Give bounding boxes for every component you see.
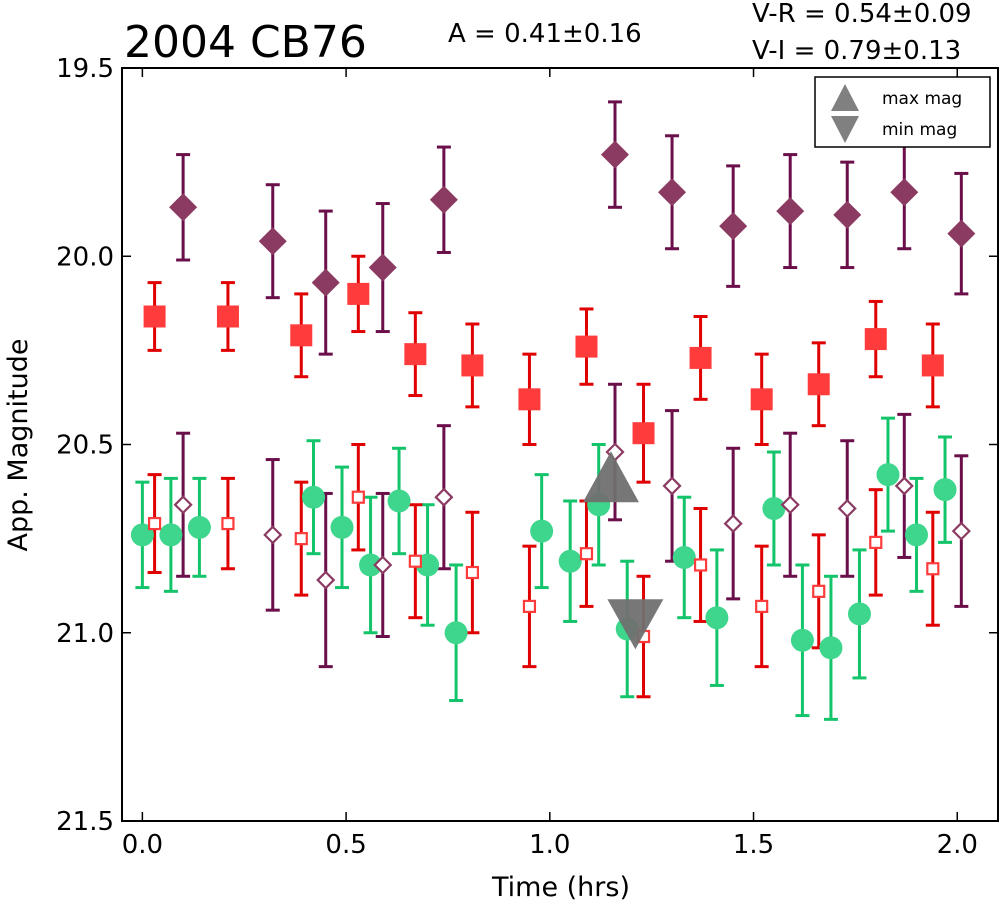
- filled-square-point: [216, 305, 239, 328]
- open-diamond-point: [723, 514, 743, 534]
- filled-diamond-point: [258, 227, 287, 256]
- filled-square-point: [689, 346, 712, 369]
- legend-max-mag-label: max mag: [882, 89, 962, 109]
- open-square-point: [465, 565, 479, 580]
- filled-square-point: [461, 354, 484, 377]
- chart-title: 2004 CB76: [124, 17, 367, 68]
- y-tick-label: 20.5: [56, 431, 114, 461]
- filled-diamond-point: [947, 219, 976, 248]
- circle-point: [444, 621, 468, 645]
- circle-point: [705, 606, 729, 630]
- x-tick-label: 0.0: [122, 830, 163, 860]
- filled-square-point: [807, 373, 830, 396]
- circle-point: [387, 489, 411, 513]
- circle-point: [187, 515, 211, 539]
- open-square-point: [294, 532, 308, 546]
- tick-layer: 0.0 0.5 1.0 1.5 2.0 19.5 20.0 20.5 21.0 21.5: [56, 54, 998, 860]
- circle-point: [819, 636, 843, 660]
- open-diamond-point: [894, 476, 914, 496]
- y-axis-label: App. Magnitude: [3, 339, 34, 552]
- filled-square-point: [921, 354, 944, 377]
- filled-diamond-point: [776, 197, 805, 226]
- filled-diamond-point: [601, 140, 630, 169]
- x-tick-label: 1.5: [733, 830, 774, 860]
- x-axis-label: Time (hrs): [491, 872, 630, 903]
- y-tick-label: 21.0: [56, 619, 114, 649]
- filled-square-point: [632, 422, 655, 445]
- open-square-point: [408, 554, 422, 568]
- circle-point: [790, 628, 814, 652]
- y-tick-label: 19.5: [56, 54, 114, 84]
- open-square-point: [522, 599, 537, 613]
- x-tick-label: 0.5: [325, 830, 366, 860]
- open-square-point: [579, 547, 594, 561]
- filled-diamond-point: [429, 185, 458, 214]
- x-tick-label: 2.0: [937, 830, 978, 860]
- filled-square-point: [290, 324, 313, 347]
- open-square-point: [812, 584, 826, 598]
- x-tick-label: 1.0: [529, 830, 570, 860]
- filled-square-point: [404, 343, 427, 366]
- open-diamond-point: [951, 521, 971, 541]
- y-tick-label: 21.5: [56, 807, 114, 837]
- circle-point: [905, 523, 929, 547]
- circle-point: [933, 478, 957, 502]
- v-minus-i-annotation: V-I = 0.79±0.13: [752, 36, 961, 66]
- min-mag-triangle: [607, 599, 664, 650]
- amplitude-annotation: A = 0.41±0.16: [448, 19, 642, 49]
- circle-point: [530, 519, 554, 543]
- circle-point: [762, 497, 786, 521]
- filled-square-point: [864, 328, 887, 351]
- filled-diamond-point: [833, 200, 862, 229]
- marker-layer: [130, 140, 976, 660]
- open-diamond-point: [434, 487, 454, 507]
- max-mag-triangle: [582, 451, 639, 503]
- filled-square-point: [347, 282, 370, 305]
- circle-point: [359, 553, 383, 577]
- open-square-point: [693, 558, 708, 572]
- open-square-point: [926, 562, 940, 576]
- open-diamond-point: [780, 495, 800, 515]
- open-diamond-point: [837, 498, 857, 519]
- circle-point: [330, 515, 354, 539]
- circle-point: [301, 485, 325, 509]
- circle-point: [558, 549, 582, 573]
- circle-point: [847, 602, 871, 626]
- filled-square-point: [750, 388, 773, 411]
- open-diamond-point: [263, 525, 283, 545]
- legend-min-mag-icon: [831, 116, 859, 143]
- open-square-point: [869, 535, 883, 549]
- legend: max mag min mag: [814, 76, 991, 148]
- filled-diamond-point: [169, 193, 198, 222]
- filled-diamond-point: [658, 178, 687, 207]
- filled-square-point: [143, 305, 166, 328]
- open-diamond-point: [316, 570, 336, 590]
- filled-square-point: [575, 335, 598, 358]
- filled-diamond-point: [311, 268, 340, 297]
- circle-point: [159, 523, 183, 547]
- open-square-point: [755, 599, 769, 613]
- legend-min-mag-label: min mag: [882, 120, 957, 140]
- extrema-layer: [582, 451, 664, 650]
- legend-max-mag-icon: [831, 84, 859, 111]
- v-minus-r-annotation: V-R = 0.54±0.09: [752, 0, 972, 29]
- y-tick-label: 20.0: [56, 242, 114, 272]
- filled-square-point: [518, 388, 541, 411]
- open-square-point: [221, 516, 235, 531]
- filled-diamond-point: [368, 253, 397, 282]
- open-diamond-point: [662, 476, 682, 496]
- open-square-point: [147, 516, 162, 531]
- open-diamond-point: [173, 495, 193, 515]
- open-square-point: [351, 490, 365, 504]
- circle-point: [672, 545, 696, 569]
- filled-diamond-point: [890, 178, 919, 207]
- filled-diamond-point: [719, 212, 748, 241]
- error-bar-layer: [135, 100, 969, 721]
- open-diamond-point: [373, 555, 393, 575]
- axes-frame: [121, 67, 999, 822]
- circle-point: [876, 463, 900, 487]
